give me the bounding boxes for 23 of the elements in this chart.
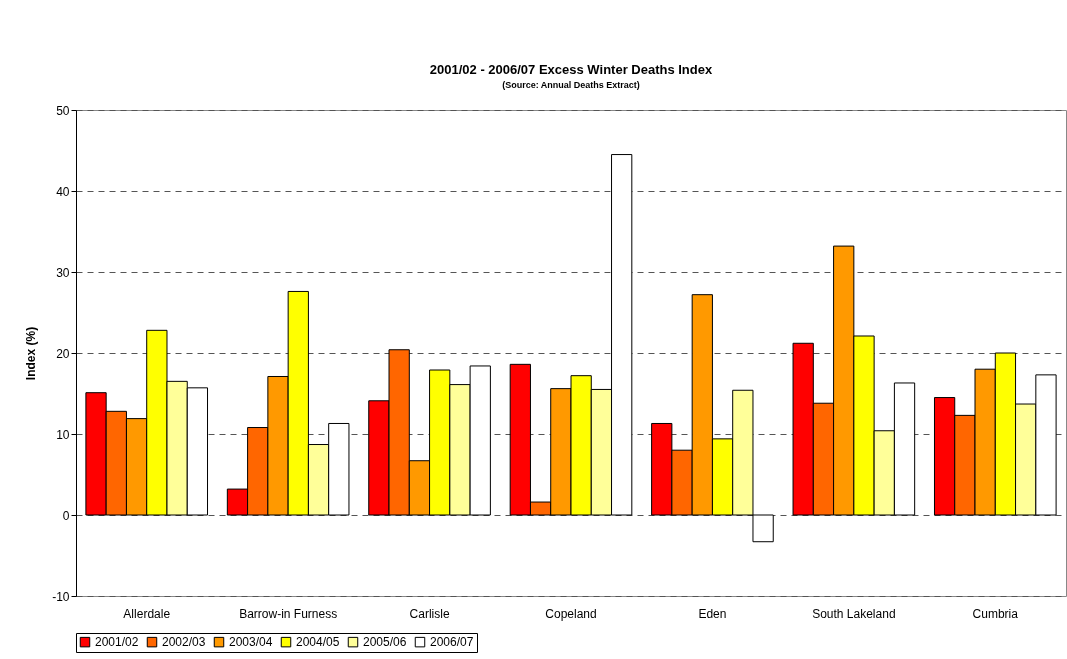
x-tick-label: Cumbria xyxy=(972,606,1019,621)
x-tick-label: Allerdale xyxy=(123,606,171,621)
x-tick-label: Carlisle xyxy=(409,606,450,621)
y-tick-label: 10 xyxy=(56,427,70,442)
legend-label: 2002/03 xyxy=(162,635,206,650)
x-tick-label: Barrow-in Furness xyxy=(239,606,338,621)
y-tick-label: 30 xyxy=(56,265,70,280)
legend-label: 2005/06 xyxy=(363,635,407,650)
legend-label: 2006/07 xyxy=(430,635,474,650)
y-tick-label: 40 xyxy=(56,184,70,199)
legend-label: 2004/05 xyxy=(296,635,340,650)
legend-label: 2001/02 xyxy=(95,635,139,650)
y-tick-label: 50 xyxy=(56,103,70,118)
chart-title: 2001/02 - 2006/07 Excess Winter Deaths Index xyxy=(429,62,713,77)
chart-subtitle: (Source: Annual Deaths Extract) xyxy=(502,80,640,90)
legend-label: 2003/04 xyxy=(229,635,273,650)
x-tick-label: Copeland xyxy=(545,606,597,621)
y-axis-title: Index (%) xyxy=(24,326,39,381)
y-tick-label: 20 xyxy=(56,346,70,361)
y-tick-label: -10 xyxy=(52,589,70,604)
x-tick-label: South Lakeland xyxy=(812,606,896,621)
x-tick-label: Eden xyxy=(698,606,727,621)
y-tick-label: 0 xyxy=(62,508,70,523)
